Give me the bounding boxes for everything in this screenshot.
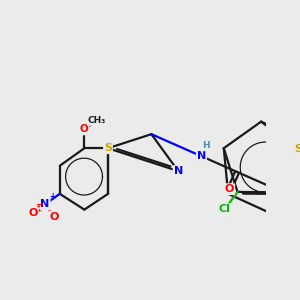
Text: S: S [294,144,300,154]
Text: O: O [80,124,89,134]
Text: O: O [49,212,58,222]
Text: CH₃: CH₃ [88,116,106,125]
Text: +: + [49,192,55,201]
Text: N: N [197,151,206,161]
Text: N: N [40,199,50,209]
Text: O: O [225,184,234,194]
Text: S: S [104,143,112,153]
Text: H: H [202,141,210,150]
Text: −: − [36,200,44,210]
Text: Cl: Cl [219,204,231,214]
Text: N: N [174,166,183,176]
Text: O: O [28,208,38,218]
